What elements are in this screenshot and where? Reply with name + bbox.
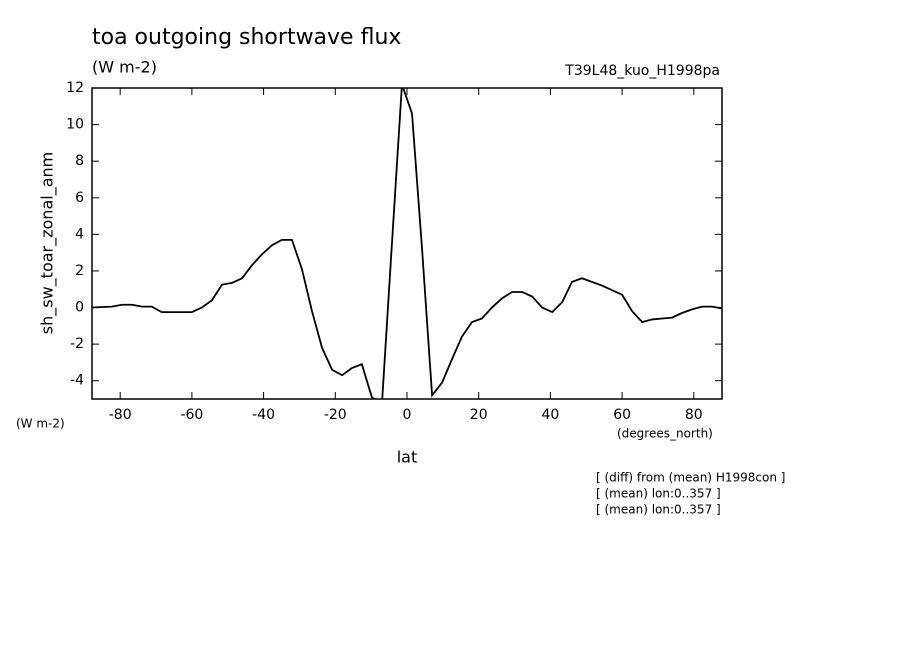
x-tick-label: 60 xyxy=(613,407,631,423)
y-tick-label: 2 xyxy=(75,263,84,279)
y-tick-label: 4 xyxy=(75,226,84,242)
x-axis-label: lat xyxy=(397,448,418,467)
x-tick-label: -80 xyxy=(109,407,132,423)
note: [ (mean) lon:0..357 ] xyxy=(596,487,721,501)
y-tick-label: 10 xyxy=(66,117,84,133)
y-tick-label: 8 xyxy=(75,153,84,169)
data-line xyxy=(92,88,722,399)
x-tick-label: 40 xyxy=(541,407,559,423)
chart-title: toa outgoing shortwave flux xyxy=(92,25,401,50)
y-tick-label: 0 xyxy=(75,300,84,316)
note: [ (diff) from (mean) H1998con ] xyxy=(596,471,785,485)
y-tick-label: 6 xyxy=(75,190,84,206)
x-units: (degrees_north) xyxy=(617,427,713,441)
note: [ (mean) lon:0..357 ] xyxy=(596,503,721,517)
y-tick-label: 12 xyxy=(66,80,84,96)
x-tick-label: -20 xyxy=(324,407,347,423)
run-label: T39L48_kuo_H1998pa xyxy=(564,63,720,79)
x-tick-label: 0 xyxy=(403,407,412,423)
x-tick-label: -60 xyxy=(180,407,203,423)
x-tick-label: -40 xyxy=(252,407,275,423)
y-tick-label: -4 xyxy=(70,373,84,389)
y-tick-label: -2 xyxy=(70,336,84,352)
x-tick-label: 20 xyxy=(470,407,488,423)
x-tick-label: 80 xyxy=(685,407,703,423)
y-axis-label: sh_sw_toar_zonal_anm xyxy=(38,152,58,334)
units: (W m-2) xyxy=(92,58,157,77)
plot-frame xyxy=(91,87,723,400)
y-units: (W m-2) xyxy=(16,417,65,431)
